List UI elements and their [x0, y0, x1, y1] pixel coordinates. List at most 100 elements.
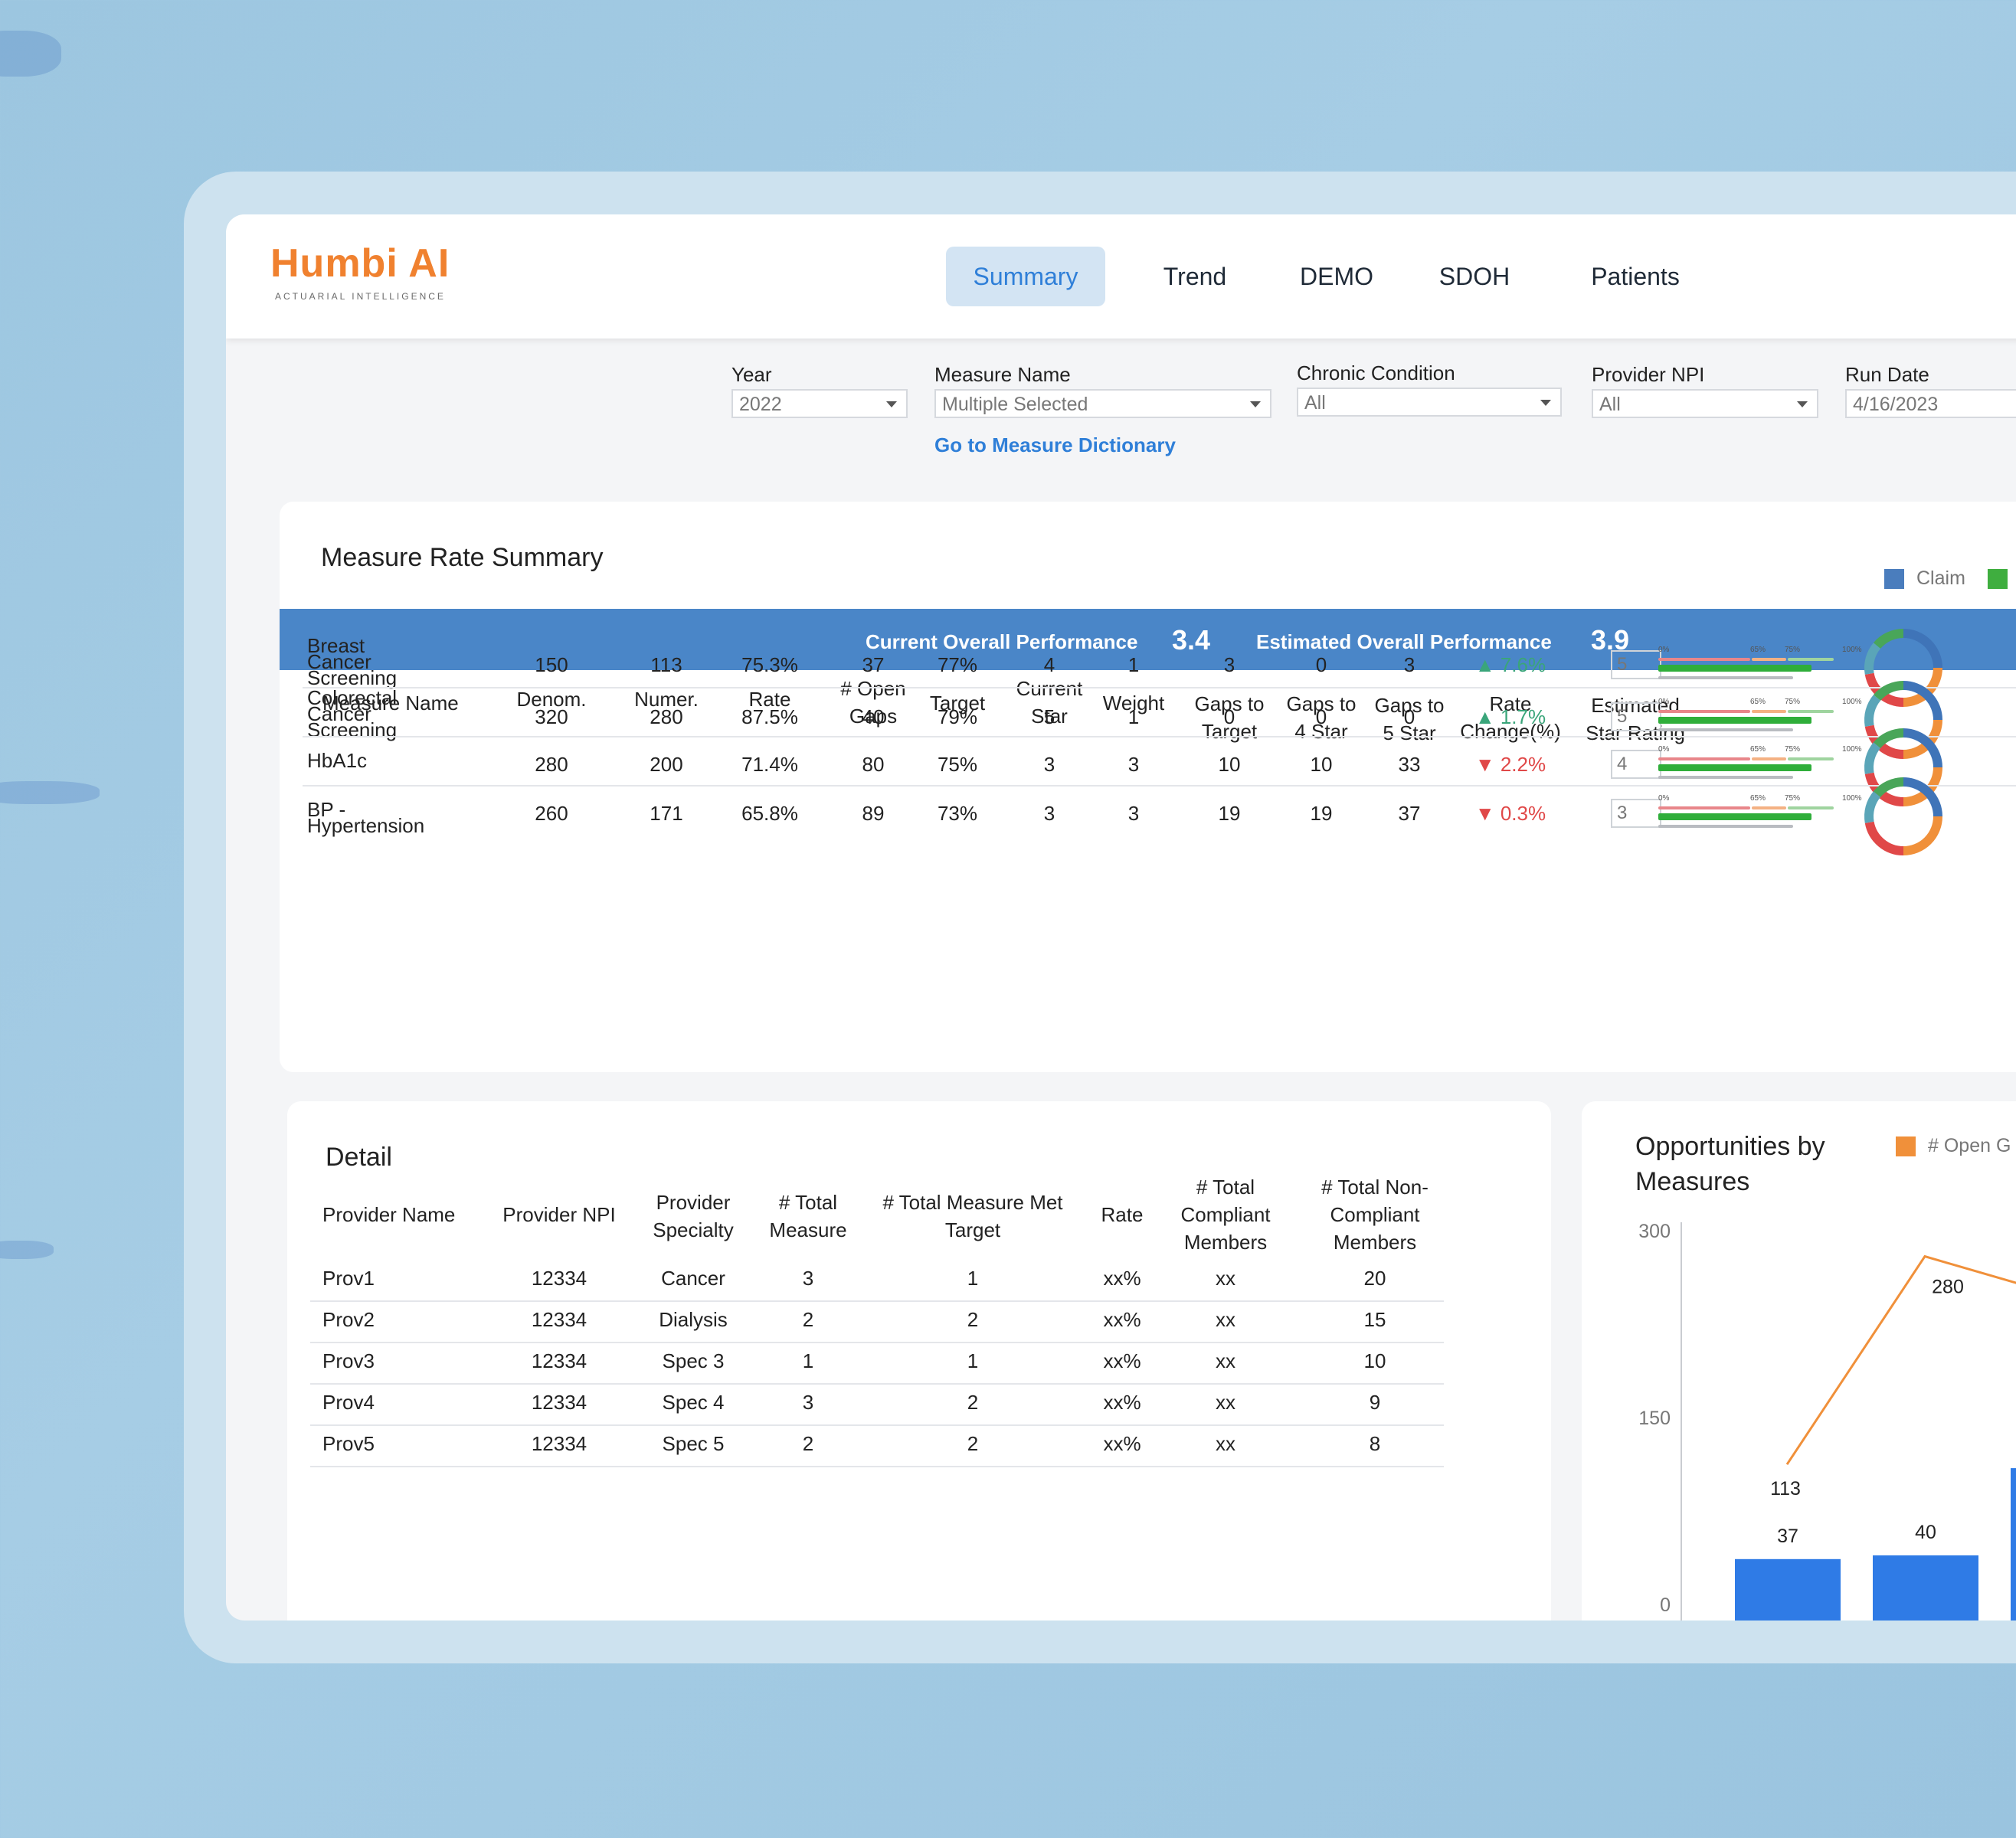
y-tick-label: 150: [1638, 1408, 1671, 1429]
rate-cell: 65.8%: [741, 802, 798, 825]
current-star-cell: 3: [1043, 802, 1055, 825]
chronic-condition-label: Chronic Condition: [1297, 361, 1455, 384]
weight-cell: 1: [1127, 705, 1140, 728]
current-performance-value: 3.4: [1172, 624, 1211, 656]
denom-cell: 260: [535, 802, 568, 825]
rate-bullet-chart: 0% 65% 75% 100%: [1658, 646, 1862, 692]
gaps-5-cell: 33: [1398, 753, 1421, 776]
bullet-tick-label: 65%: [1750, 646, 1766, 654]
gaps-4-cell: 10: [1310, 753, 1333, 776]
gaps-4-cell: 19: [1310, 802, 1333, 825]
app-window: Humbi AI ACTUARIAL INTELLIGENCE Summary …: [226, 214, 2016, 1621]
triangle-down-icon: ▼: [1474, 753, 1501, 776]
detail-row-divider: [310, 1300, 1444, 1302]
detail-name-cell: Prov3: [322, 1349, 375, 1372]
tab-summary[interactable]: Summary: [946, 247, 1105, 306]
open-gaps-cell: 40: [862, 705, 885, 728]
rate-bullet-chart: 0% 65% 75% 100%: [1658, 698, 1862, 744]
donut-segment: [1903, 728, 1942, 768]
year-select[interactable]: 2022: [731, 389, 908, 418]
target-cell: 77%: [937, 653, 978, 676]
open-gaps-cell: 37: [862, 653, 885, 676]
detail-met-target-cell: 2: [967, 1432, 979, 1455]
numer-cell: 171: [650, 802, 683, 825]
bullet-claim-bar: [1658, 757, 1750, 760]
detail-specialty-cell: Dialysis: [659, 1308, 728, 1331]
col-total-measure: # Total Measure: [769, 1191, 847, 1241]
gaps-5-cell: 0: [1403, 705, 1415, 728]
rate-cell: 71.4%: [741, 753, 798, 776]
opportunities-chart: 300 150 0 37 40 113 280: [1638, 1221, 2016, 1621]
estimated-star-input[interactable]: 5: [1611, 650, 1661, 679]
bullet-tick-label: 0%: [1658, 794, 1670, 803]
tab-sdoh[interactable]: SDOH: [1438, 263, 1510, 290]
col-target: Target: [929, 692, 986, 715]
detail-npi-cell: 12334: [531, 1308, 587, 1331]
legend-second-swatch: [1988, 569, 2008, 589]
col-met-target: # Total Measure Met Target: [882, 1191, 1063, 1241]
detail-name-cell: Prov5: [322, 1432, 375, 1455]
measure-name-select[interactable]: Multiple Selected: [934, 389, 1271, 418]
rate-bullet-chart: 0% 65% 75% 100%: [1658, 745, 1862, 791]
gaps-4-cell: 0: [1315, 705, 1327, 728]
estimated-star-input[interactable]: 5: [1611, 702, 1661, 731]
target-cell: 79%: [937, 705, 978, 728]
detail-met-target-cell: 2: [967, 1391, 979, 1414]
bullet-target-bar: [1752, 710, 1786, 713]
weight-cell: 3: [1127, 753, 1140, 776]
line-value-label: 113: [1770, 1478, 1801, 1500]
detail-npi-cell: 12334: [531, 1391, 587, 1414]
measure-name-cell: Breast Cancer Screening: [307, 634, 398, 689]
rate-change-cell: ▼ 0.3%: [1453, 802, 1568, 826]
detail-specialty-cell: Spec 4: [662, 1391, 725, 1414]
tab-trend[interactable]: Trend: [1163, 263, 1227, 290]
y-tick-label: 300: [1638, 1221, 1671, 1242]
bullet-tick-label: 100%: [1842, 745, 1862, 754]
bullet-base-bar: [1658, 825, 1793, 828]
target-cell: 73%: [937, 802, 978, 825]
bar: [2011, 1468, 2016, 1621]
col-non-compliant-members: # Total Non-Compliant Members: [1321, 1176, 1429, 1254]
estimated-star-input[interactable]: 3: [1611, 799, 1661, 828]
detail-rate-cell: xx%: [1103, 1349, 1141, 1372]
bullet-claim-bar: [1658, 710, 1750, 713]
detail-rate-cell: xx%: [1103, 1267, 1141, 1290]
col-provider-npi: Provider NPI: [502, 1203, 616, 1226]
bar-value-label: 40: [1915, 1522, 1936, 1543]
detail-rate-cell: xx%: [1103, 1308, 1141, 1331]
bullet-tick-label: 0%: [1658, 646, 1670, 654]
provider-npi-select[interactable]: All: [1592, 389, 1818, 418]
bullet-rate-bar: [1658, 813, 1811, 820]
run-date-field[interactable]: 4/16/2023: [1845, 389, 2016, 418]
bullet-rate-bar: [1658, 764, 1811, 771]
open-gaps-cell: 80: [862, 753, 885, 776]
donut-segment: [1903, 629, 1942, 669]
bullet-top-bar: [1788, 806, 1834, 809]
measure-name-cell: BP - Hypertension: [307, 798, 425, 837]
rate-change-value: 2.2%: [1500, 753, 1546, 776]
rate-bullet-chart: 0% 65% 75% 100%: [1658, 794, 1862, 840]
measure-dictionary-link[interactable]: Go to Measure Dictionary: [934, 433, 1176, 456]
bullet-base-bar: [1658, 728, 1793, 731]
current-star-cell: 5: [1043, 705, 1055, 728]
col-gaps-to-target: Gaps to Target: [1194, 692, 1265, 743]
bar: [1873, 1555, 1978, 1621]
detail-specialty-cell: Spec 5: [662, 1432, 725, 1455]
bullet-top-bar: [1788, 710, 1834, 713]
detail-rate-cell: xx%: [1103, 1391, 1141, 1414]
bullet-tick-label: 100%: [1842, 646, 1862, 654]
estimated-star-input[interactable]: 4: [1611, 750, 1661, 779]
detail-met-target-cell: 1: [967, 1349, 979, 1372]
tab-demo[interactable]: DEMO: [1300, 263, 1373, 290]
bullet-target-bar: [1752, 658, 1786, 661]
bullet-tick-label: 0%: [1658, 745, 1670, 754]
detail-name-cell: Prov4: [322, 1391, 375, 1414]
donut-segment: [1873, 629, 1904, 649]
bullet-rate-bar: [1658, 665, 1811, 672]
chart-title: Opportunities by Measures: [1635, 1132, 1825, 1196]
tab-patients[interactable]: Patients: [1591, 263, 1680, 290]
gaps-5-cell: 3: [1403, 653, 1415, 676]
chronic-condition-select[interactable]: All: [1297, 388, 1562, 417]
bullet-tick-label: 65%: [1750, 745, 1766, 754]
denom-cell: 150: [535, 653, 568, 676]
